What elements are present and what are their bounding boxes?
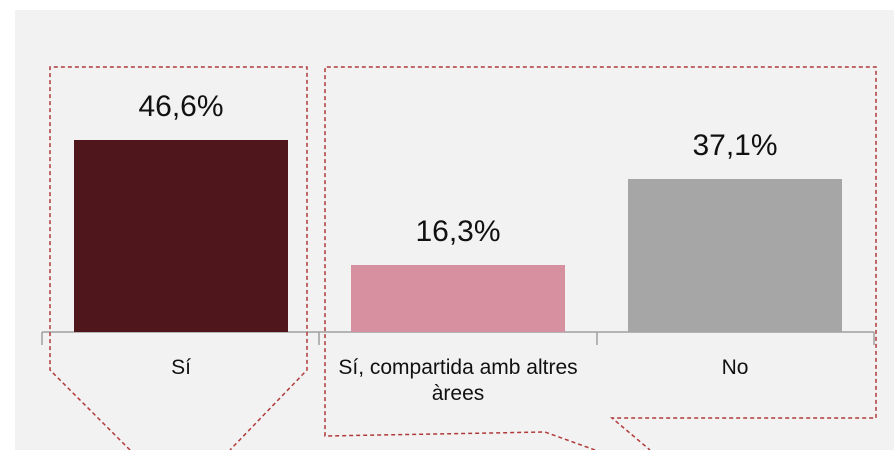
category-label: Sí (171, 356, 191, 379)
category-label: Sí, compartida amb altres àrees (338, 356, 578, 405)
value-label: 37,1% (692, 129, 778, 163)
category-dividers (41, 332, 875, 345)
callouts (49, 66, 877, 450)
bar (74, 140, 288, 332)
bar (351, 264, 565, 332)
bar (628, 179, 842, 332)
category-label: No (721, 356, 749, 379)
value-label: 46,6% (138, 90, 224, 123)
value-label: 16,3% (415, 214, 501, 248)
